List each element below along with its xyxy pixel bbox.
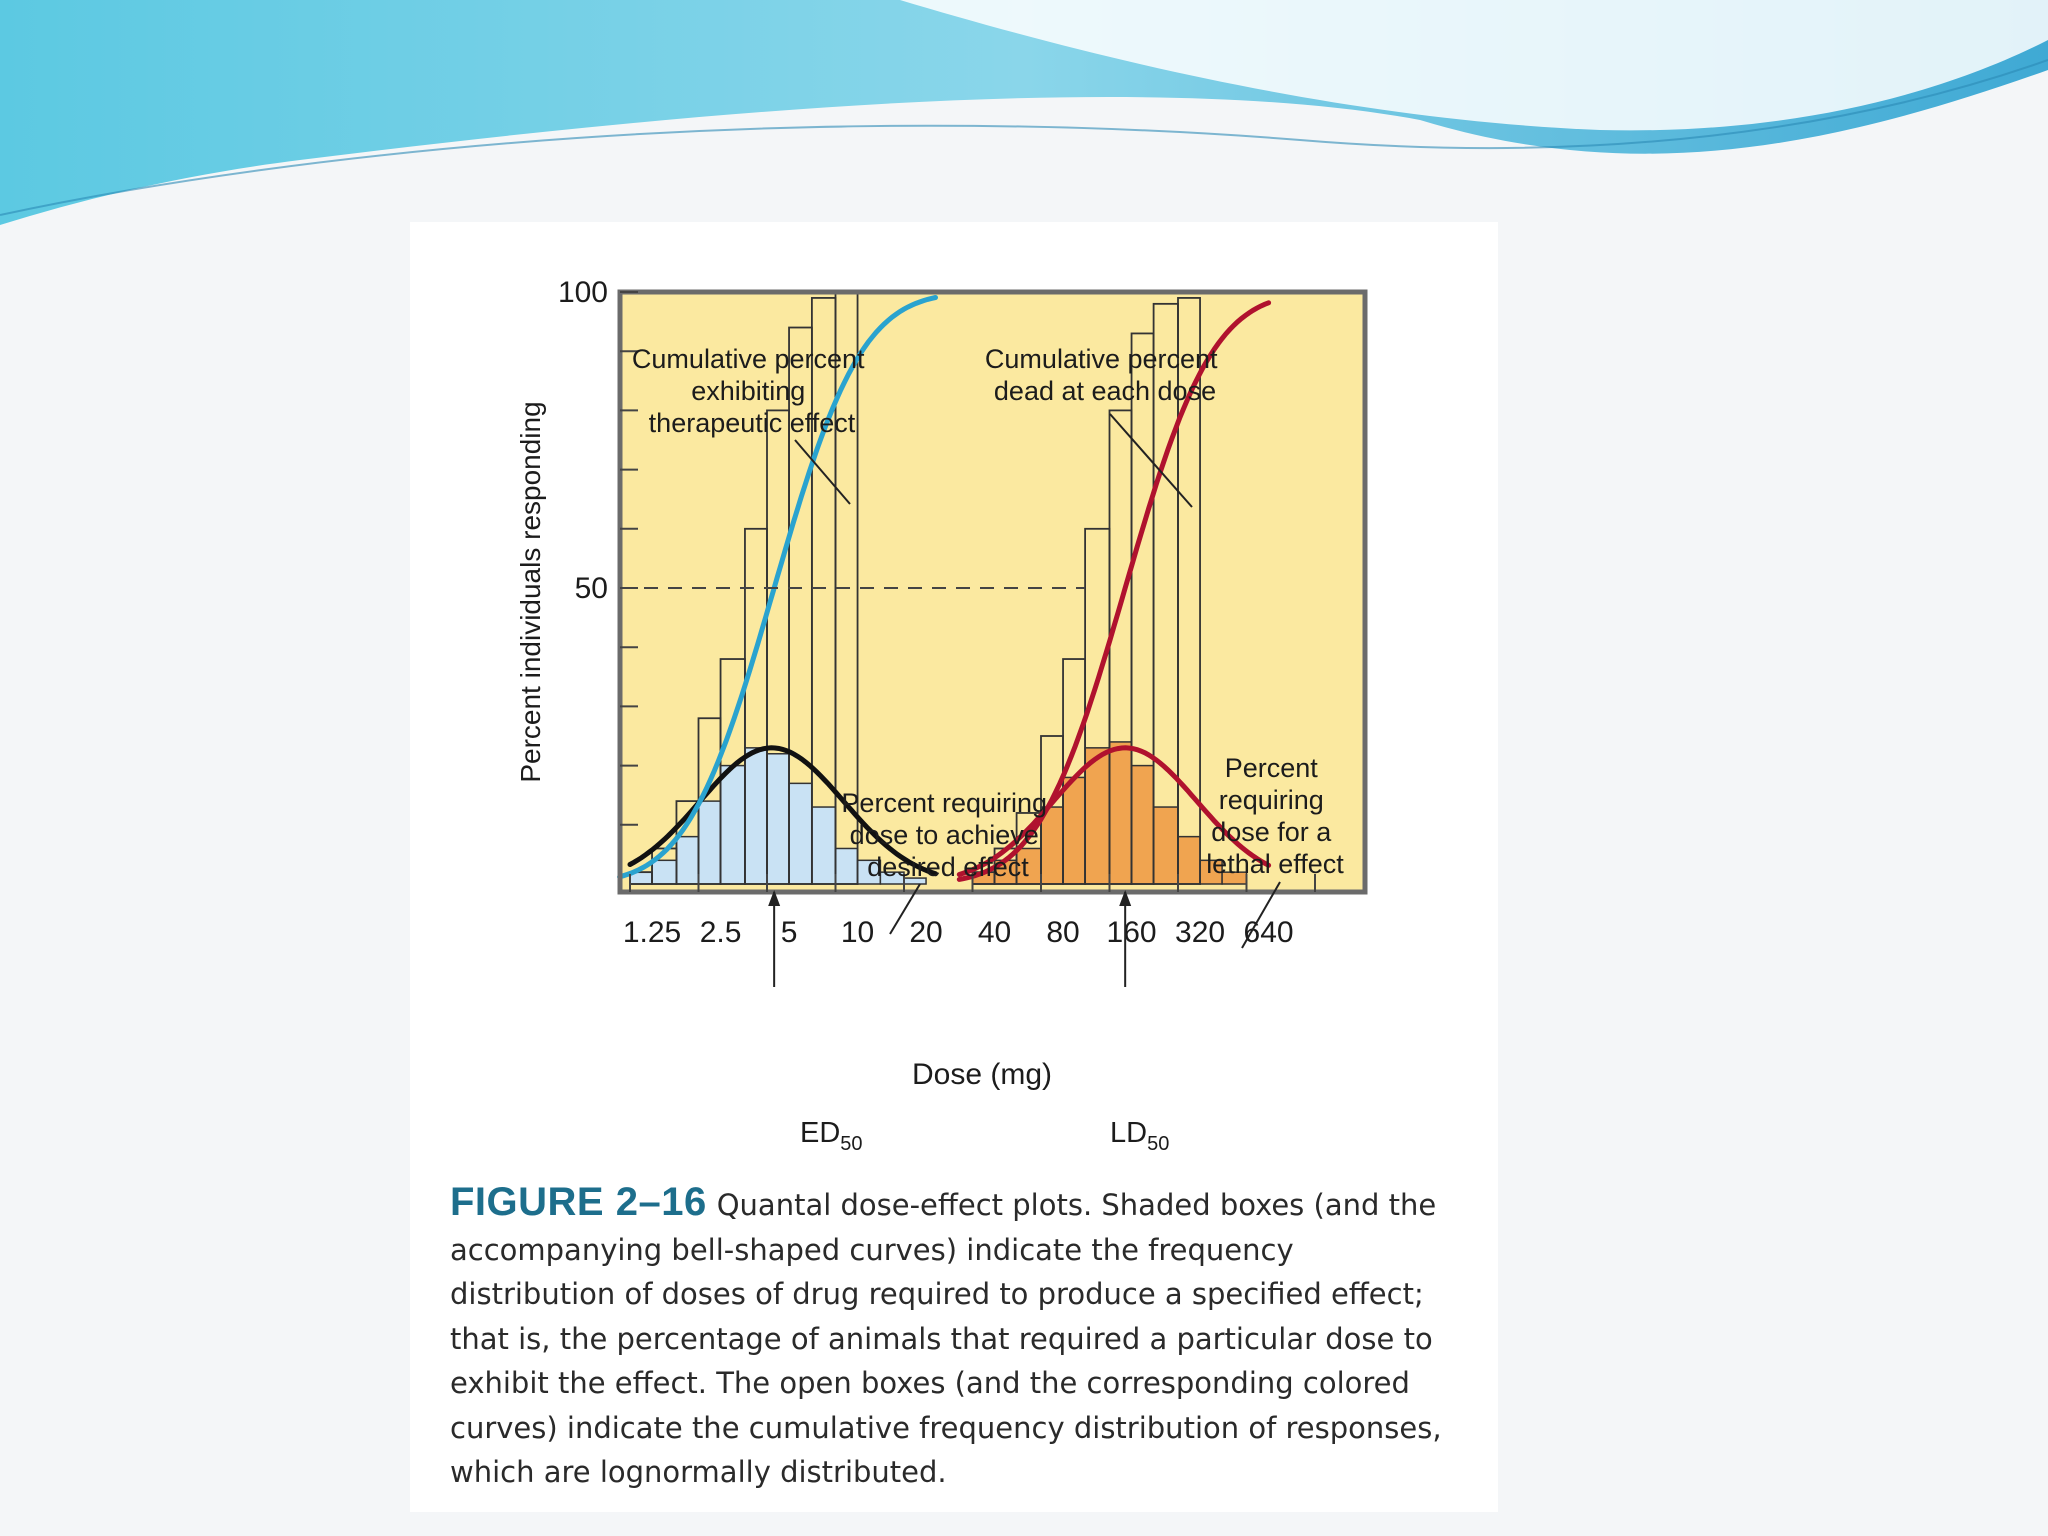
plot-frame [617,289,1368,895]
x-axis-label: Dose (mg) [912,1058,1052,1091]
frequency-bar [1130,764,1155,885]
x-tick-label: 5 [781,916,798,949]
ed50-label: ED50 [800,1117,863,1155]
header-wave-highlight [900,0,2048,131]
annotation-leader [1109,413,1193,508]
x-tick-label: 40 [978,916,1011,949]
annotation-cumulative-therapeutic: Cumulative percent exhibiting therapeuti… [632,344,872,438]
frequency-bar [788,782,813,885]
figure-label: FIGURE 2–16 [450,1180,707,1224]
frequency-bar [719,764,746,885]
x-tick-label: 160 [1107,916,1157,949]
annotation-percent-desired: Percent requiring dose to achieve desire… [841,788,1054,882]
annotation-leader [889,883,921,935]
frequency-bar [1062,776,1086,885]
figure-caption: FIGURE 2–16 Quantal dose-effect plots. Sh… [450,1180,1450,1495]
frequency-bar [1108,741,1133,885]
frequency-bar [1084,747,1111,885]
x-tick-label: 320 [1175,916,1225,949]
cumulative-curve [617,295,938,880]
frequency-bar [697,800,722,885]
frequency-bar [1152,806,1179,885]
caption-text: Quantal dose-effect plots. Shaded boxes … [450,1188,1442,1489]
annotation-leader [1241,881,1281,949]
ld50-arrow [1119,890,1132,906]
x-tick-label: 20 [909,916,942,949]
cumulative-step-box [1177,297,1201,885]
frequency-bar [1177,835,1201,885]
y-axis-label: Percent individuals responding [515,401,546,782]
x-tick-label: 10 [841,916,874,949]
frequency-bar [744,747,768,885]
y-tick-label: 100 [558,276,608,309]
bell-curve [627,745,938,877]
frequency-bar [811,806,837,885]
x-tick-label: 80 [1046,916,1079,949]
ed50-arrow [768,890,781,906]
frequency-bar [651,859,678,885]
annotation-leader [794,439,851,505]
annotation-cumulative-dead: Cumulative percent dead at each dose [985,344,1225,406]
figure-card: 50 100 1.25 2.5 5 10 20 40 80 160 320 640 Cumulativ… [410,222,1498,1512]
y-tick-label: 50 [575,572,608,605]
x-tick-label: 1.25 [623,916,681,949]
cumulative-curve [956,300,1272,882]
annotation-percent-lethal: Percent requiring dose for a lethal effe… [1206,753,1344,879]
bell-curve [956,745,1272,877]
frequency-bar [834,847,859,885]
frequency-bar [675,835,700,885]
frequency-bar [766,753,790,885]
header-wave-line [0,59,2048,216]
ld50-label: LD50 [1110,1117,1169,1155]
x-tick-label: 2.5 [700,916,742,949]
